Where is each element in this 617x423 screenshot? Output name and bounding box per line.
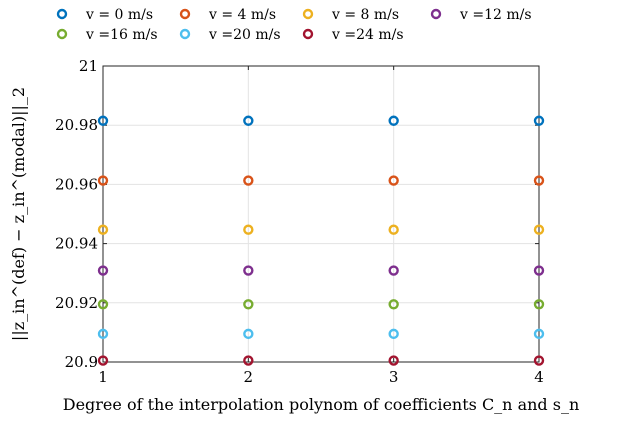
data-point <box>533 175 545 186</box>
data-point <box>388 328 399 340</box>
y-tick-label: 20.94 <box>55 235 98 253</box>
legend-label: v =24 m/s <box>331 27 404 43</box>
data-point <box>388 355 399 366</box>
axis-ticks: 1 2 3 4 20.9 20.92 20.94 20.96 20.98 21 <box>55 57 544 386</box>
data-point <box>388 115 399 126</box>
series-v-8-m-s <box>97 224 545 235</box>
series-v-16-m-s <box>97 299 545 310</box>
data-point <box>388 265 399 276</box>
legend-marker <box>56 28 68 40</box>
legend-item: v =16 m/s <box>56 27 158 43</box>
data-point <box>243 328 254 340</box>
y-tick-label: 20.92 <box>55 294 98 312</box>
x-tick-label: 3 <box>389 368 399 386</box>
data-point <box>97 299 109 310</box>
axes-box <box>102 65 540 363</box>
legend-marker <box>302 8 314 20</box>
data-point <box>388 175 399 186</box>
legend-item: v =24 m/s <box>302 27 404 43</box>
legend-item: v = 0 m/s <box>56 7 153 23</box>
legend-label: v =16 m/s <box>85 27 158 43</box>
legend-item: v =12 m/s <box>430 7 532 23</box>
legend-item: v = 8 m/s <box>302 7 399 23</box>
series-v-20-m-s <box>97 328 545 340</box>
legend-marker <box>56 8 68 20</box>
legend-marker <box>302 28 314 40</box>
data-point <box>243 299 254 310</box>
data-point <box>533 115 545 126</box>
y-tick-label: 20.98 <box>55 116 98 134</box>
series-v-12-m-s <box>97 265 545 276</box>
data-point <box>97 328 109 340</box>
legend-label: v = 0 m/s <box>85 7 153 23</box>
data-point <box>97 265 109 276</box>
legend-item: v =20 m/s <box>179 27 281 43</box>
grid-lines <box>103 66 539 362</box>
data-point <box>533 355 545 366</box>
series-v-24-m-s <box>97 355 545 366</box>
data-point <box>533 265 545 276</box>
y-tick-label: 20.96 <box>55 175 98 193</box>
y-tick-label: 20.9 <box>65 353 98 371</box>
x-tick-label: 2 <box>244 368 254 386</box>
legend-label: v = 4 m/s <box>208 7 276 23</box>
data-point <box>533 328 545 340</box>
data-point <box>243 175 254 186</box>
data-point <box>533 224 545 235</box>
y-tick-label: 21 <box>79 57 98 75</box>
legend-marker <box>179 28 191 40</box>
data-point <box>388 299 399 310</box>
series-v-0-m-s <box>97 115 545 126</box>
legend-label: v = 8 m/s <box>331 7 399 23</box>
legend-item: v = 4 m/s <box>179 7 276 23</box>
legend-label: v =20 m/s <box>208 27 281 43</box>
data-point <box>243 265 254 276</box>
x-axis-label: Degree of the interpolation polynom of c… <box>63 395 580 414</box>
data-point <box>388 224 399 235</box>
data-point <box>533 299 545 310</box>
data-point <box>97 355 109 366</box>
data-point <box>243 224 254 235</box>
data-point <box>97 115 109 126</box>
legend-label: v =12 m/s <box>459 7 532 23</box>
legend: v = 0 m/s v = 4 m/s v = 8 m/s v =12 m/s v =1… <box>56 7 532 43</box>
y-axis-label: ||z_in^(def) − z_in^(modal)||_2 <box>9 87 28 341</box>
x-tick-label: 4 <box>534 368 544 386</box>
data-points <box>97 115 545 366</box>
data-point <box>243 115 254 126</box>
x-tick-label: 1 <box>98 368 108 386</box>
legend-marker <box>179 8 191 20</box>
data-point <box>97 175 109 186</box>
data-point <box>97 224 109 235</box>
data-point <box>243 355 254 366</box>
series-v-4-m-s <box>97 175 545 186</box>
legend-marker <box>430 8 442 20</box>
